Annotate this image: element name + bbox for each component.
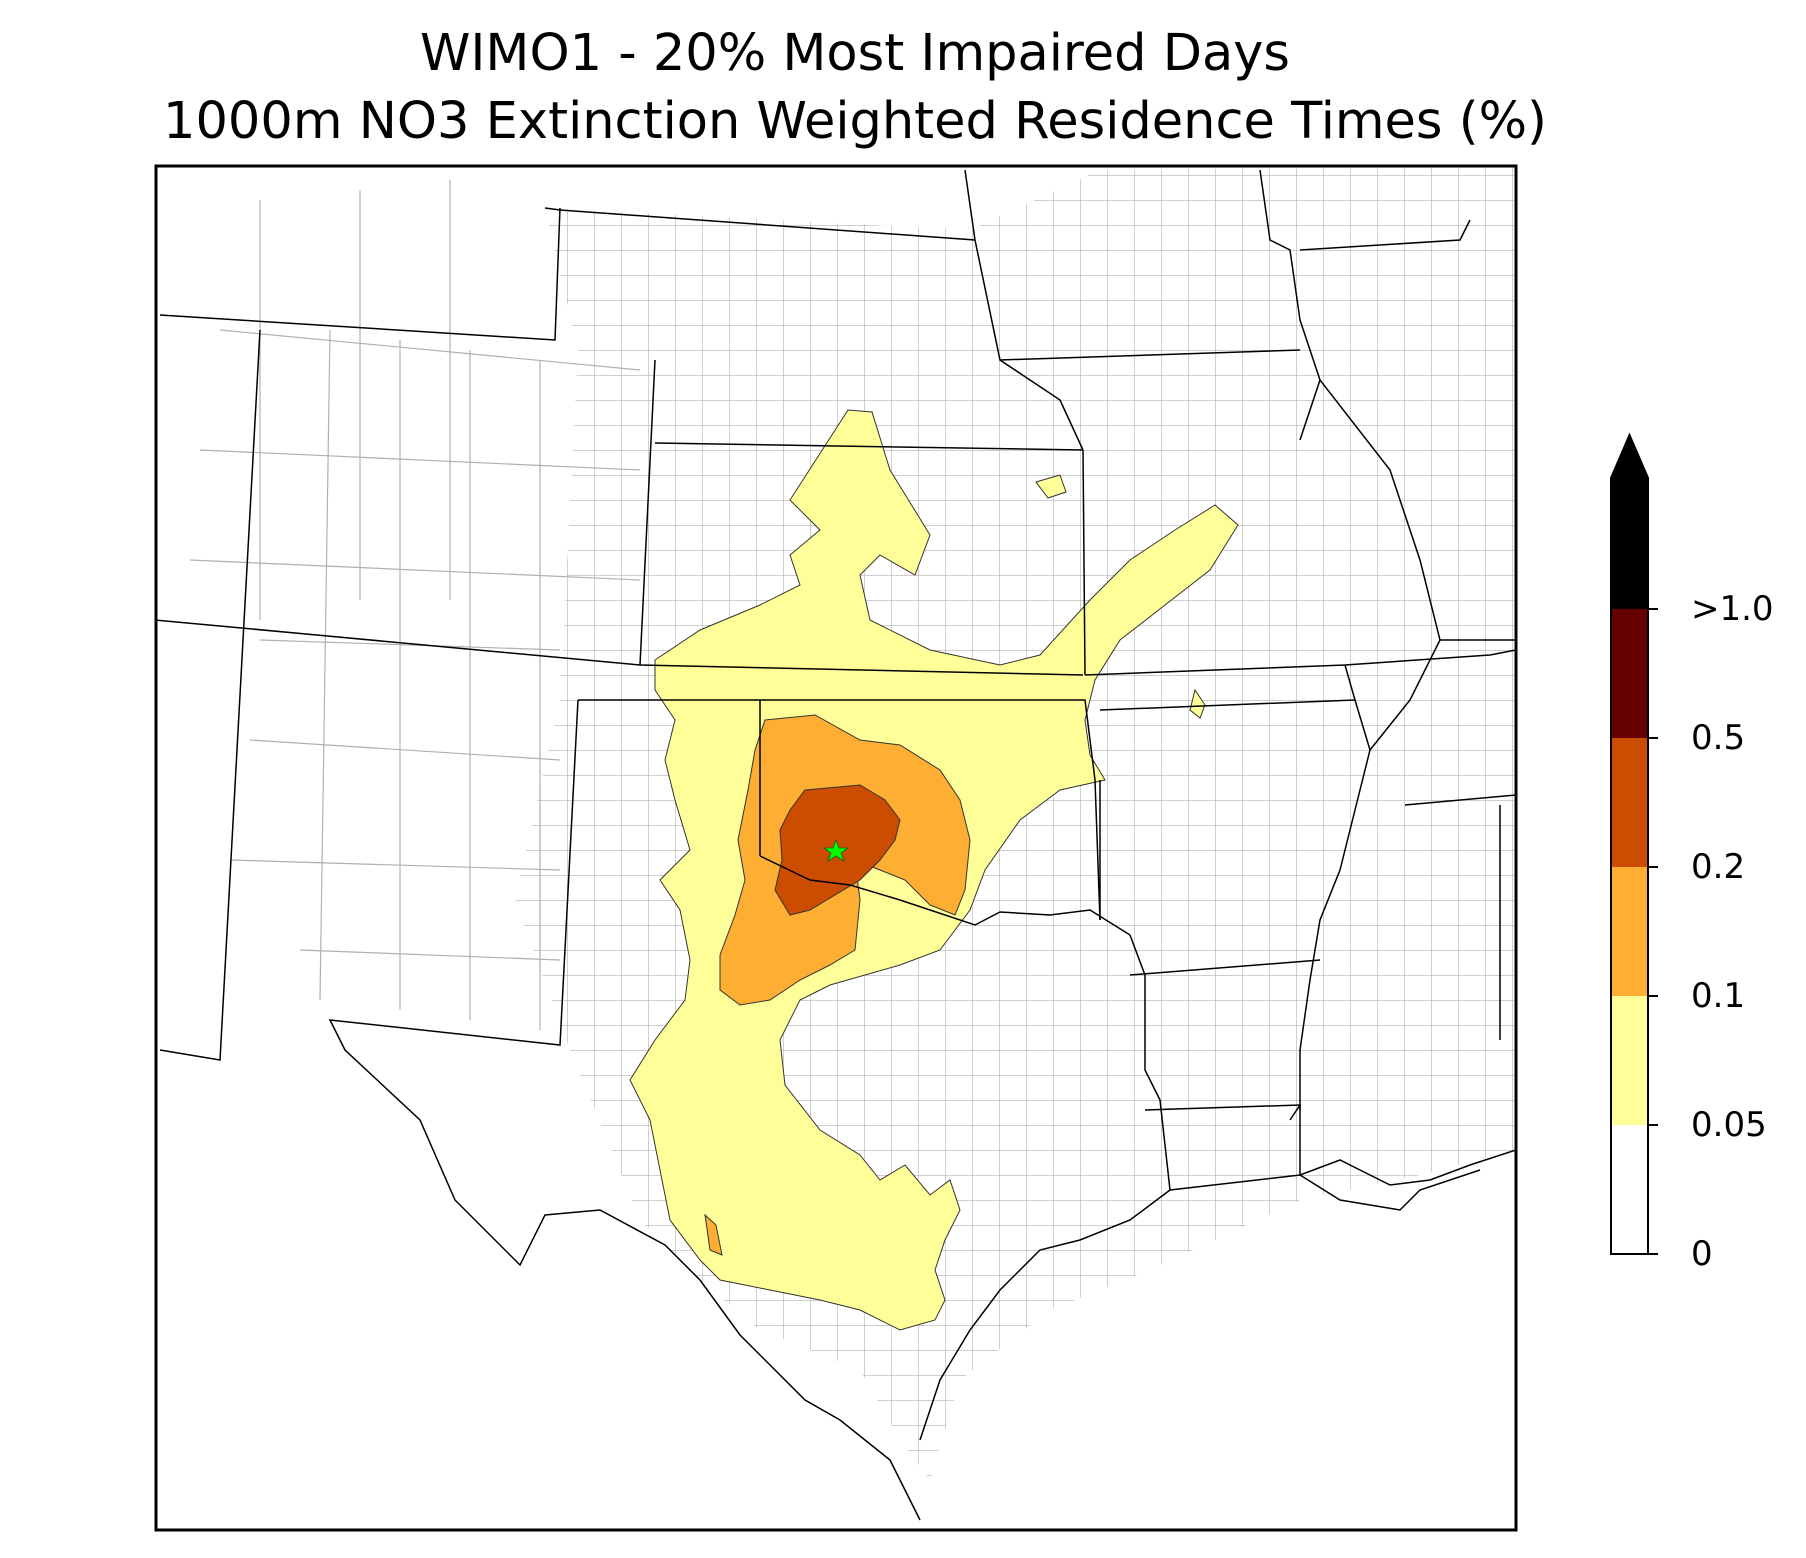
colorbar-bin-0.5-1.0: [1611, 609, 1648, 738]
map-title-line2: 1000m NO3 Extinction Weighted Residence …: [163, 92, 1547, 151]
colorbar-label-0.05: 0.05: [1691, 1105, 1767, 1145]
state-boundaries: [156, 169, 1516, 1521]
colorbar-label-0: 0: [1691, 1234, 1713, 1274]
colorbar-bin-0.2-0.5: [1611, 738, 1648, 867]
colorbar-extend-arrow: [1611, 435, 1648, 478]
county-grid-west: [189, 180, 641, 1030]
colorbar-label-0.1: 0.1: [1691, 976, 1746, 1016]
contour-0.1-0.2-spot: [704, 1213, 723, 1256]
map-title-line1: WIMO1 - 20% Most Impaired Days: [419, 24, 1291, 83]
colorbar-label-0.2: 0.2: [1691, 847, 1746, 887]
contour-0.05-0.1-east-spot: [1035, 474, 1067, 499]
colorbar: [1610, 432, 1658, 1255]
colorbar-bin-0.05-0.1: [1611, 996, 1648, 1125]
contour-0.05-0.1-spot-2: [1189, 688, 1206, 719]
map-frame: [154, 164, 1518, 1532]
colorbar-bin-0-0.05: [1611, 1125, 1648, 1254]
colorbar-label-0.5: 0.5: [1691, 718, 1746, 758]
colorbar-bin-over-1.0: [1611, 478, 1648, 609]
colorbar-label-over-1.0: >1.0: [1691, 589, 1774, 629]
receptor-star-icon: [822, 838, 850, 862]
colorbar-bin-0.1-0.2: [1611, 867, 1648, 996]
